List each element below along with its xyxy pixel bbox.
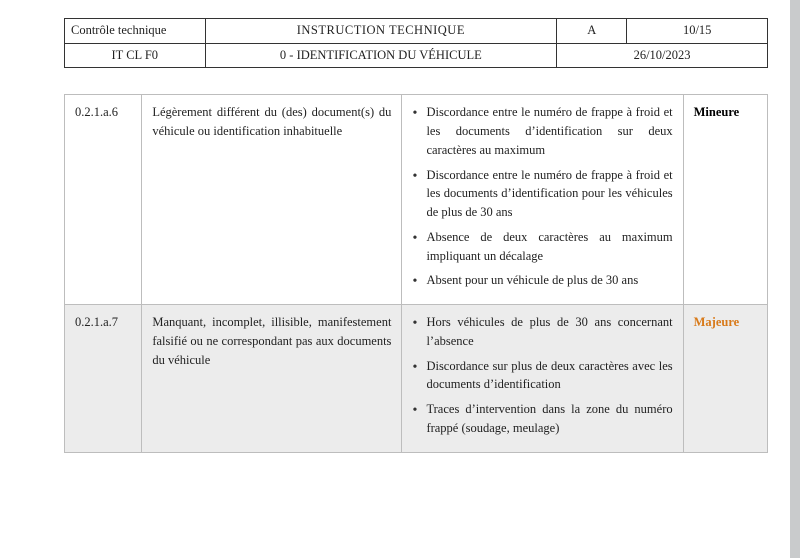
header-rev: A — [557, 19, 627, 44]
header-title: INSTRUCTION TECHNIQUE — [205, 19, 557, 44]
row-criteria: Discordance entre le numéro de frappe à … — [402, 95, 683, 305]
criteria-item: Absence de deux caractères au maximum im… — [412, 228, 672, 266]
header-date: 26/10/2023 — [557, 43, 768, 68]
header-subtitle: 0 - IDENTIFICATION DU VÉHICULE — [205, 43, 557, 68]
criteria-item: Hors véhicules de plus de 30 ans concern… — [412, 313, 672, 351]
content-table: 0.2.1.a.6Légèrement différent du (des) d… — [64, 94, 768, 452]
criteria-item: Discordance sur plus de deux caractères … — [412, 357, 672, 395]
row-code: 0.2.1.a.7 — [65, 305, 142, 453]
header-table: Contrôle technique INSTRUCTION TECHNIQUE… — [64, 18, 768, 68]
criteria-item: Discordance entre le numéro de frappe à … — [412, 103, 672, 159]
row-criteria: Hors véhicules de plus de 30 ans concern… — [402, 305, 683, 453]
row-severity: Majeure — [683, 305, 767, 453]
criteria-item: Absent pour un véhicule de plus de 30 an… — [412, 271, 672, 290]
table-row: 0.2.1.a.7Manquant, incomplet, illisible,… — [65, 305, 768, 453]
header-left-top: Contrôle technique — [65, 19, 206, 44]
row-description: Légèrement différent du (des) document(s… — [142, 95, 402, 305]
header-page: 10/15 — [627, 19, 768, 44]
row-description: Manquant, incomplet, illisible, manifest… — [142, 305, 402, 453]
criteria-item: Discordance entre le numéro de frappe à … — [412, 166, 672, 222]
criteria-item: Traces d’intervention dans la zone du nu… — [412, 400, 672, 438]
header-left-bottom: IT CL F0 — [65, 43, 206, 68]
row-code: 0.2.1.a.6 — [65, 95, 142, 305]
table-row: 0.2.1.a.6Légèrement différent du (des) d… — [65, 95, 768, 305]
row-severity: Mineure — [683, 95, 767, 305]
